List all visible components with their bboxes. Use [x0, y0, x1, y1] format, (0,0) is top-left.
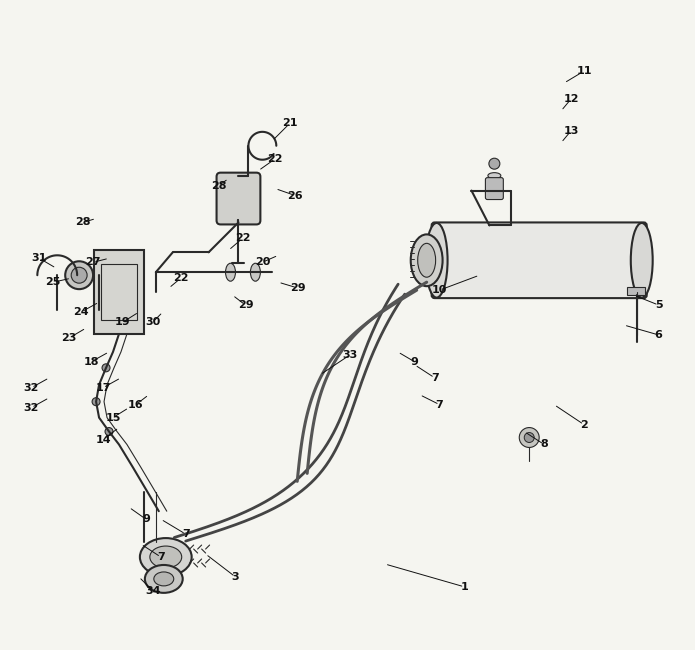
- Text: 29: 29: [291, 283, 306, 293]
- Text: 18: 18: [83, 357, 99, 367]
- Text: 31: 31: [32, 254, 47, 263]
- Text: 13: 13: [564, 126, 579, 136]
- Text: 3: 3: [231, 572, 239, 582]
- Text: 22: 22: [268, 153, 283, 164]
- Text: 20: 20: [254, 257, 270, 267]
- Text: 2: 2: [580, 419, 588, 430]
- Ellipse shape: [411, 235, 443, 286]
- Text: 7: 7: [431, 372, 439, 383]
- Text: 22: 22: [173, 273, 188, 283]
- Text: 30: 30: [145, 317, 161, 327]
- Text: 9: 9: [411, 357, 418, 367]
- Text: 27: 27: [85, 257, 101, 267]
- Text: 24: 24: [74, 307, 89, 317]
- Text: 6: 6: [655, 330, 662, 340]
- Ellipse shape: [631, 223, 653, 298]
- Text: 11: 11: [576, 66, 591, 76]
- Bar: [627, 287, 645, 295]
- Text: 16: 16: [128, 400, 144, 410]
- Ellipse shape: [250, 263, 261, 281]
- Circle shape: [102, 364, 110, 372]
- Circle shape: [92, 398, 100, 406]
- Ellipse shape: [418, 243, 436, 277]
- Text: 33: 33: [343, 350, 358, 360]
- Text: 7: 7: [436, 400, 443, 410]
- Text: 32: 32: [24, 402, 39, 413]
- Text: 21: 21: [282, 118, 298, 128]
- Circle shape: [105, 428, 113, 436]
- Text: 12: 12: [563, 94, 579, 104]
- Text: 17: 17: [95, 383, 111, 393]
- Text: 22: 22: [235, 233, 250, 243]
- Text: 10: 10: [432, 285, 448, 295]
- Ellipse shape: [140, 538, 192, 576]
- Circle shape: [65, 261, 93, 289]
- Text: 28: 28: [211, 181, 227, 190]
- Text: 32: 32: [24, 383, 39, 393]
- Text: 29: 29: [238, 300, 253, 310]
- FancyBboxPatch shape: [217, 173, 261, 224]
- Text: 15: 15: [106, 413, 121, 422]
- Text: 26: 26: [288, 190, 303, 201]
- Text: 8: 8: [540, 439, 548, 450]
- Text: 25: 25: [46, 277, 61, 287]
- Ellipse shape: [145, 565, 183, 593]
- Ellipse shape: [150, 546, 181, 568]
- Bar: [94, 250, 144, 334]
- Ellipse shape: [154, 572, 174, 586]
- Text: 9: 9: [142, 514, 150, 524]
- Text: 34: 34: [145, 586, 161, 596]
- Ellipse shape: [225, 263, 236, 281]
- Bar: [101, 265, 137, 320]
- Circle shape: [71, 267, 87, 283]
- Ellipse shape: [425, 223, 448, 298]
- Text: 14: 14: [95, 434, 111, 445]
- Text: 1: 1: [461, 582, 468, 592]
- Text: 7: 7: [157, 552, 165, 562]
- Circle shape: [519, 428, 539, 447]
- Ellipse shape: [488, 173, 501, 179]
- Circle shape: [489, 158, 500, 169]
- Text: 19: 19: [115, 317, 131, 327]
- FancyBboxPatch shape: [485, 177, 503, 200]
- Text: 23: 23: [61, 333, 77, 343]
- Circle shape: [524, 432, 534, 443]
- Text: 7: 7: [182, 529, 190, 539]
- Text: 28: 28: [75, 218, 91, 227]
- Text: 5: 5: [655, 300, 662, 310]
- FancyBboxPatch shape: [432, 222, 647, 298]
